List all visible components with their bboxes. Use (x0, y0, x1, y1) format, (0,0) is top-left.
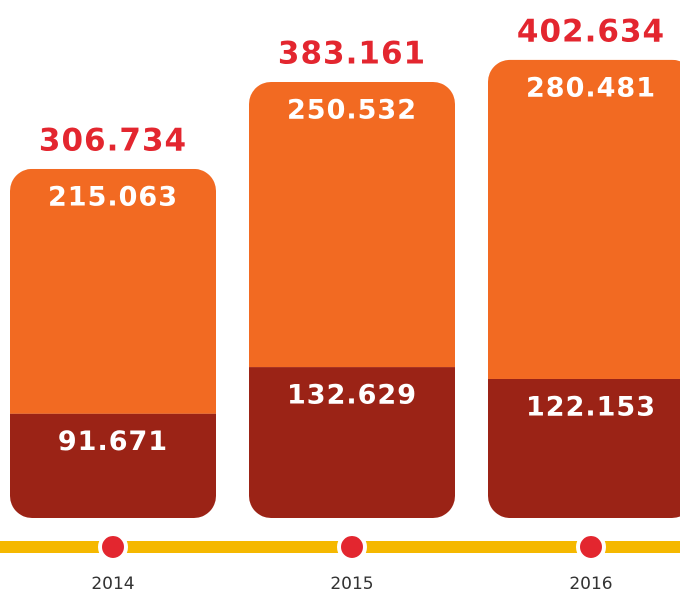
total-label: 383.161 (278, 35, 426, 71)
bar-segment (249, 367, 455, 518)
bar-segment (488, 59, 680, 379)
bar-segment (488, 378, 680, 518)
bar-segment (10, 413, 216, 518)
segment-label: 250.532 (287, 94, 417, 125)
segment-label: 91.671 (58, 426, 168, 457)
timeline-dot (98, 532, 128, 562)
segment-label: 122.153 (526, 391, 656, 422)
bar-group (488, 59, 680, 518)
total-label: 402.634 (517, 13, 665, 49)
bar-group (10, 168, 216, 518)
total-label: 306.734 (39, 122, 187, 158)
bar-segment (10, 168, 216, 414)
segment-label: 280.481 (526, 72, 656, 103)
timeline-dot (576, 532, 606, 562)
timeline-dot (337, 532, 367, 562)
segment-label: 215.063 (48, 181, 178, 212)
x-tick-label: 2014 (91, 574, 134, 594)
x-tick-label: 2016 (569, 574, 612, 594)
bar-group (249, 81, 455, 518)
x-tick-label: 2015 (330, 574, 373, 594)
segment-label: 132.629 (287, 380, 417, 411)
bar-segment (249, 81, 455, 368)
